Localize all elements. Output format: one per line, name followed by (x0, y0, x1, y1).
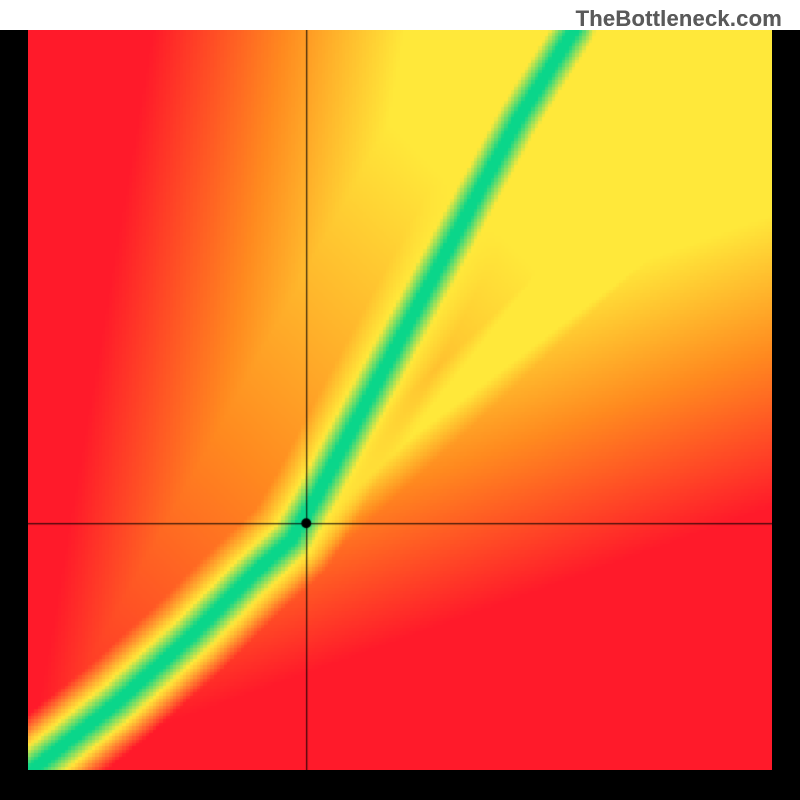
plot-area (28, 30, 772, 774)
watermark-text-top: TheBottleneck.com (576, 6, 782, 32)
overlay-canvas (28, 30, 772, 774)
chart-container: TheBottleneck.com TheBottleneck.com (0, 0, 800, 800)
